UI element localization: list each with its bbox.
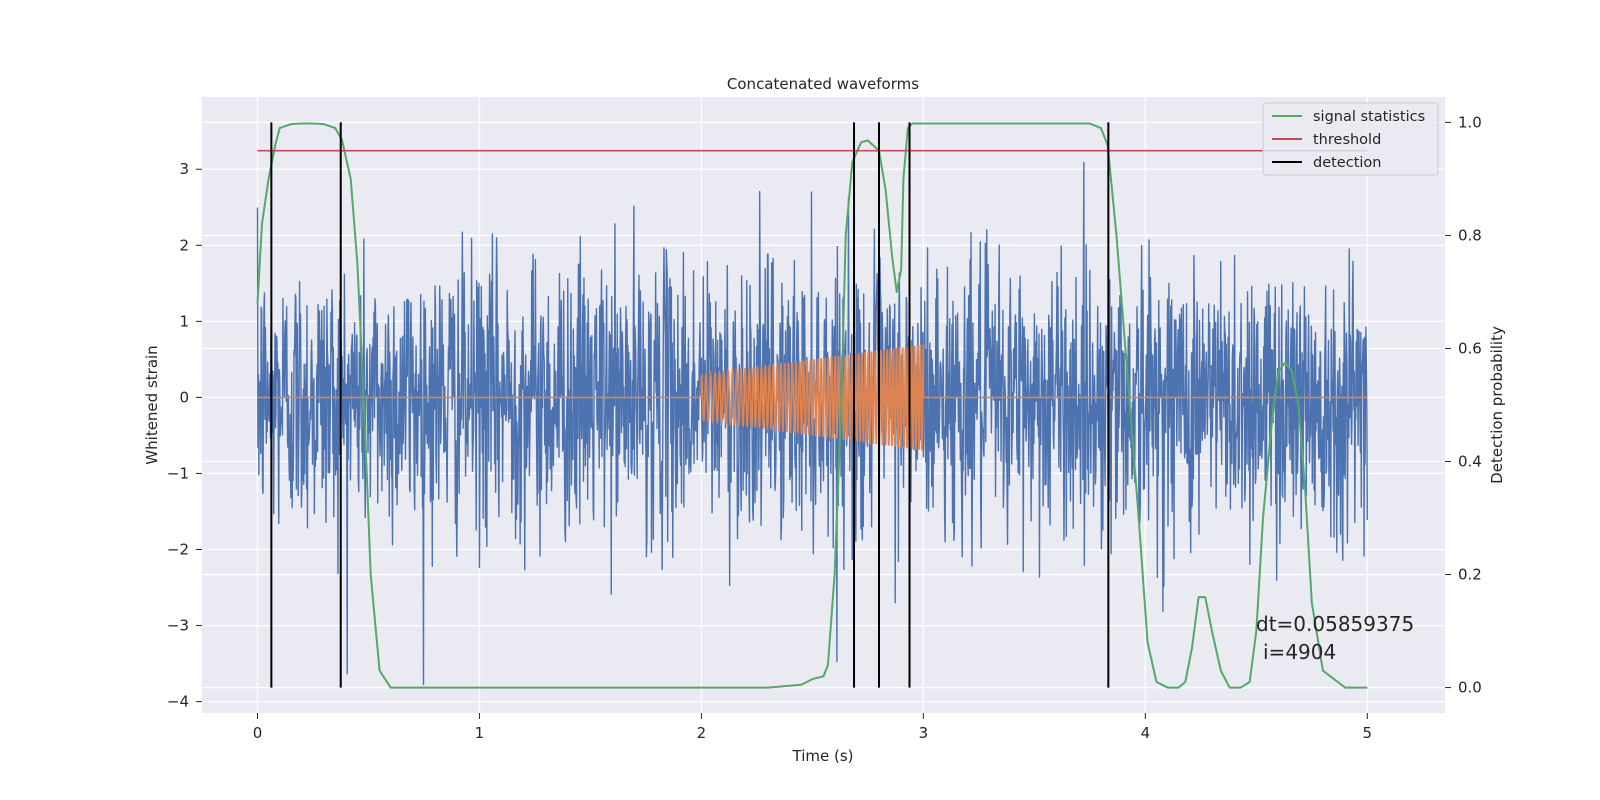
x-tick-label: 1 [475,724,485,742]
x-tick-label: 2 [697,724,707,742]
y-tick-label-left: −3 [167,617,189,635]
y-tick-label-right: 0.2 [1458,566,1482,584]
legend-label-signal-statistics: signal statistics [1313,109,1425,125]
y-tick-label-left: −1 [167,464,189,482]
chart-title: Concatenated waveforms [727,75,919,93]
x-axis-label: Time (s) [792,747,854,765]
x-tick-label: 3 [919,724,929,742]
axes: 0 1 2 3 4 5 −4 −3 −2 −1 0 1 2 3 0.0 0.2 0.4 0.6 0.8 1.0 [167,113,1482,742]
y-axis-label-left: Whitened strain [143,345,161,464]
legend-label-threshold: threshold [1313,132,1381,148]
series-signal-statistics-line [256,122,1368,689]
y-tick-label-right: 0.6 [1458,339,1482,357]
y-tick-label-right: 0.8 [1458,226,1482,244]
legend-label-detection: detection [1313,155,1381,171]
y-axis-label-right: Detection probability [1488,326,1506,484]
data-layer [256,122,1369,689]
series-injected-line [257,344,1368,451]
y-tick-label-left: −2 [167,540,189,558]
y-tick-label-left: 1 [179,312,189,330]
y-tick-label-left: 3 [179,160,189,178]
y-tick-label-left: 2 [179,236,189,254]
annotation-i: i=4904 [1263,640,1336,664]
x-tick-label: 0 [253,724,263,742]
y-tick-label-right: 0.0 [1458,679,1482,697]
legend: signal statistics threshold detection [1262,102,1439,176]
y-tick-label-left: −4 [167,693,189,711]
y-tick-label-left: 0 [179,388,189,406]
legend-box [1262,102,1439,176]
x-tick-label: 4 [1141,724,1151,742]
y-tick-label-right: 0.4 [1458,453,1482,471]
y-tick-label-right: 1.0 [1458,113,1482,131]
annotation-dt: dt=0.05859375 [1256,612,1414,636]
x-tick-label: 5 [1363,724,1373,742]
